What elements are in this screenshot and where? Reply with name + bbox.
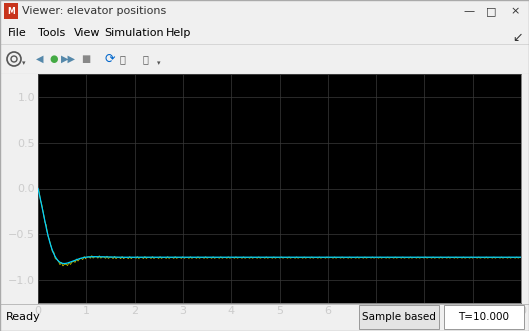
Bar [4,3,18,19]
Text: M: M [7,7,15,16]
Text: Help: Help [166,28,191,38]
Text: ▾: ▾ [22,60,25,66]
Text: Simulation: Simulation [104,28,163,38]
Text: Viewer: elevator positions: Viewer: elevator positions [22,6,166,16]
Text: ◀: ◀ [37,54,44,64]
Text: View: View [74,28,101,38]
Text: Sample based: Sample based [362,312,436,322]
Text: ■: ■ [81,54,90,64]
Text: ×: × [510,6,519,16]
Text: File: File [8,28,27,38]
Text: ▾: ▾ [157,60,160,66]
Text: □: □ [486,6,496,16]
Text: ●: ● [50,54,58,64]
Text: ⟳: ⟳ [105,53,115,66]
Text: Ready: Ready [6,312,41,322]
FancyBboxPatch shape [444,305,524,329]
FancyBboxPatch shape [359,305,439,329]
Text: ↙: ↙ [513,31,523,44]
Text: T=10.000: T=10.000 [459,312,509,322]
Text: ▶▶: ▶▶ [60,54,76,64]
Text: Tools: Tools [38,28,65,38]
Text: 📷: 📷 [119,54,125,64]
Text: —: — [463,6,475,16]
Text: 🔍: 🔍 [142,54,148,64]
